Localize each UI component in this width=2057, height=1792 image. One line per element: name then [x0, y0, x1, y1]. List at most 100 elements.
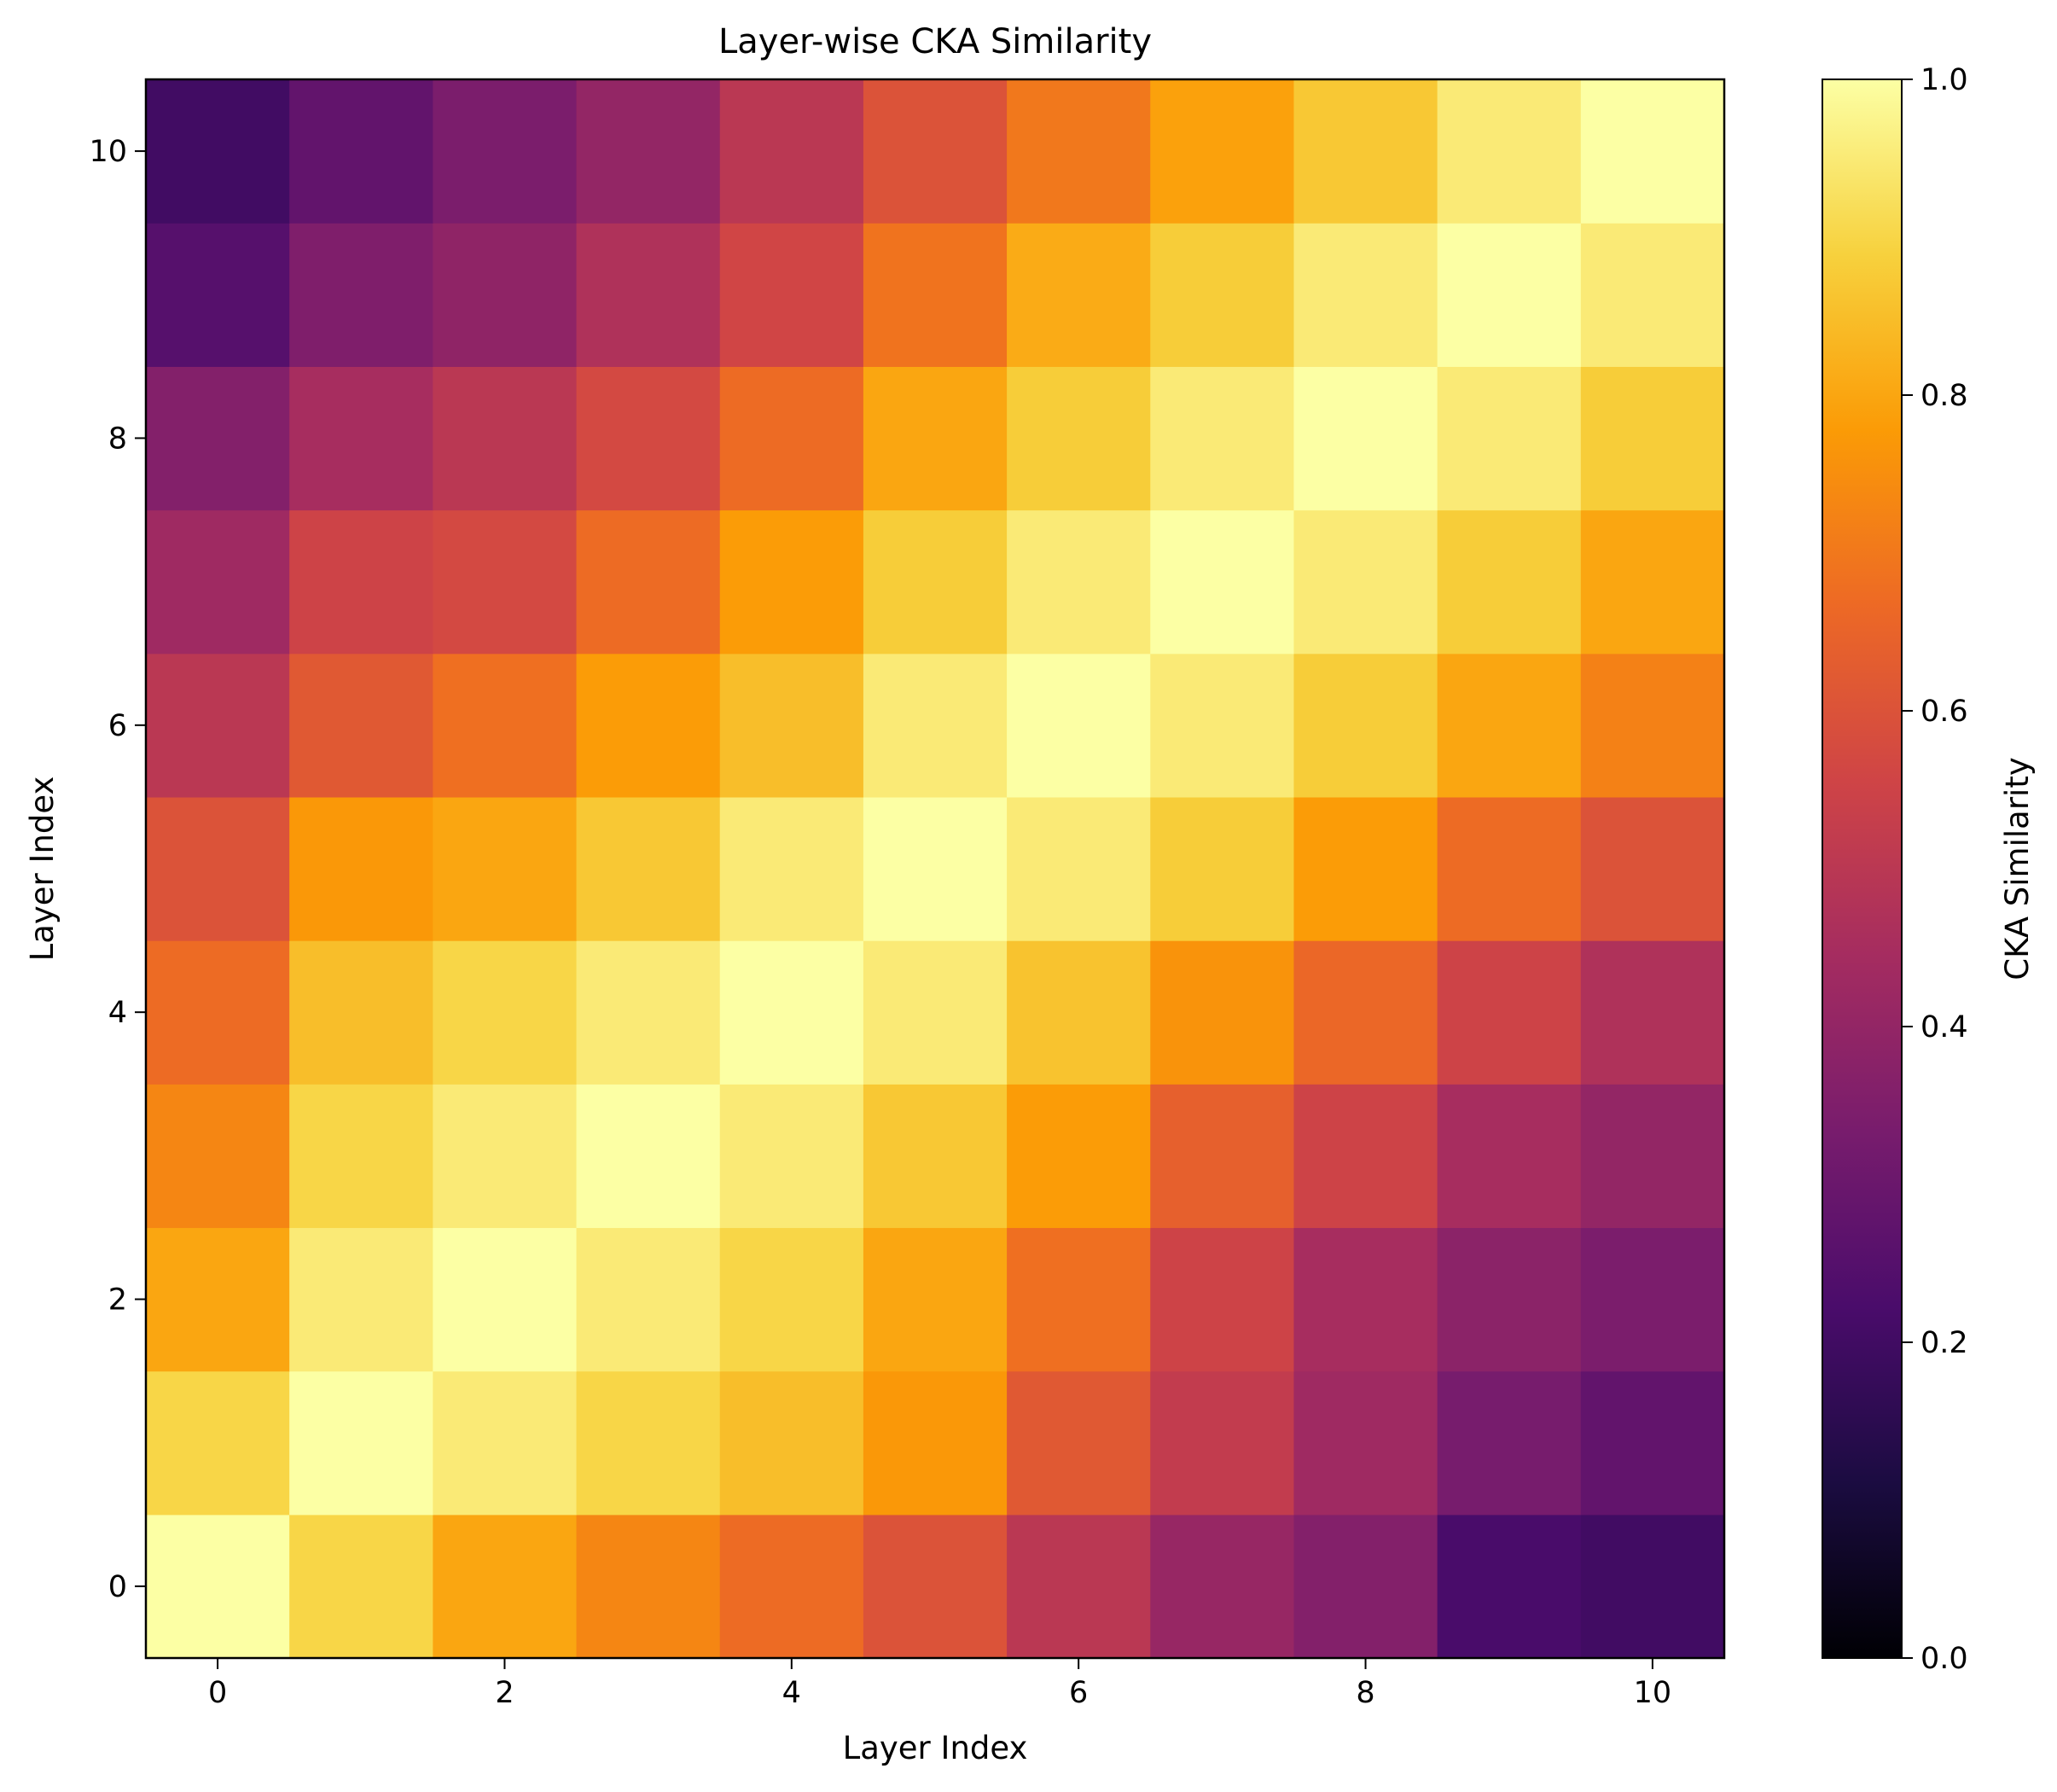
- heatmap-cell: [433, 940, 578, 1085]
- heatmap-cell: [863, 653, 1008, 798]
- heatmap-cell: [1293, 366, 1438, 511]
- heatmap-cell: [719, 1370, 864, 1516]
- heatmap-cell: [1150, 223, 1295, 367]
- y-axis-ticks: 0 2 4 6 8 10: [89, 135, 146, 1604]
- y-tick-label: 2: [108, 1283, 127, 1318]
- x-tick-label: 2: [495, 1676, 514, 1710]
- heatmap-cell: [863, 1514, 1008, 1659]
- heatmap-cell: [1007, 509, 1151, 655]
- heatmap-cell: [289, 796, 433, 941]
- heatmap-cell: [1437, 653, 1582, 798]
- heatmap-cell: [289, 1084, 433, 1229]
- heatmap-cell: [1437, 1370, 1582, 1516]
- heatmap-cell: [863, 940, 1008, 1085]
- heatmap-cell: [719, 366, 864, 511]
- heatmap-cell: [719, 1514, 864, 1659]
- heatmap-cell: [719, 223, 864, 367]
- heatmap-cell: [863, 1370, 1008, 1516]
- heatmap-cell: [146, 940, 290, 1085]
- heatmap-cell: [1293, 1084, 1438, 1229]
- heatmap-cell: [1150, 1514, 1295, 1659]
- heatmap-cell: [719, 509, 864, 655]
- heatmap-cell: [1150, 79, 1295, 224]
- x-tick-label: 6: [1069, 1676, 1088, 1710]
- heatmap-cell: [1580, 1514, 1725, 1659]
- heatmap-cell: [719, 1227, 864, 1372]
- heatmap-cell: [146, 1084, 290, 1229]
- heatmap-cell: [576, 1514, 721, 1659]
- heatmap-cell: [1150, 509, 1295, 655]
- y-axis-label: Layer Index: [24, 777, 61, 962]
- colorbar-tick-label: 0.8: [1920, 379, 1968, 413]
- heatmap-cell: [1437, 940, 1582, 1085]
- heatmap-cell: [863, 796, 1008, 941]
- y-tick-label: 0: [108, 1570, 127, 1604]
- y-tick-label: 10: [89, 135, 127, 169]
- heatmap-cell: [289, 1370, 433, 1516]
- heatmap-cell: [1007, 79, 1151, 224]
- heatmap-cell: [433, 653, 578, 798]
- heatmap-cell: [1293, 796, 1438, 941]
- heatmap-cell: [1580, 940, 1725, 1085]
- heatmap-cell: [576, 653, 721, 798]
- heatmap-cell: [576, 940, 721, 1085]
- heatmap-cell: [289, 653, 433, 798]
- heatmap-cell: [1437, 223, 1582, 367]
- colorbar-tick-label: 0.6: [1920, 695, 1968, 729]
- heatmap-cell: [576, 223, 721, 367]
- heatmap-cell: [863, 1227, 1008, 1372]
- heatmap-cells: [146, 79, 1725, 1659]
- heatmap-cell: [576, 79, 721, 224]
- heatmap-cell: [863, 366, 1008, 511]
- heatmap-cell: [719, 79, 864, 224]
- colorbar: [1822, 79, 1903, 1659]
- heatmap-cell: [433, 1227, 578, 1372]
- heatmap-cell: [1580, 1370, 1725, 1516]
- heatmap-cell: [576, 509, 721, 655]
- heatmap-cell: [1150, 940, 1295, 1085]
- heatmap-cell: [433, 223, 578, 367]
- heatmap-cell: [1007, 1370, 1151, 1516]
- heatmap-cell: [1580, 796, 1725, 941]
- heatmap-cell: [146, 366, 290, 511]
- heatmap-cell: [863, 223, 1008, 367]
- x-tick-label: 0: [208, 1676, 227, 1710]
- heatmap-cell: [433, 1370, 578, 1516]
- heatmap-cell: [1437, 509, 1582, 655]
- heatmap-cell: [1150, 1370, 1295, 1516]
- x-tick-label: 10: [1634, 1676, 1672, 1710]
- x-axis-ticks: 0 2 4 6 8 10: [208, 1658, 1671, 1710]
- heatmap-cell: [719, 796, 864, 941]
- heatmap-cell: [1437, 796, 1582, 941]
- chart-title: Layer-wise CKA Similarity: [718, 22, 1152, 61]
- x-axis-label: Layer Index: [843, 1730, 1028, 1766]
- heatmap-cell: [289, 509, 433, 655]
- plot-frame: [144, 78, 1726, 1660]
- heatmap-cell: [1437, 366, 1582, 511]
- heatmap-cell: [1007, 223, 1151, 367]
- colorbar-ticks: 0.0 0.2 0.4 0.6 0.8 1.0: [1902, 63, 1968, 1676]
- heatmap-cell: [433, 796, 578, 941]
- heatmap-cell: [433, 79, 578, 224]
- heatmap-cell: [576, 1370, 721, 1516]
- heatmap-cell: [1007, 1084, 1151, 1229]
- heatmap-cell: [719, 940, 864, 1085]
- heatmap-cell: [1293, 1370, 1438, 1516]
- heatmap-cell: [576, 366, 721, 511]
- colorbar-tick-label: 0.4: [1920, 1010, 1968, 1044]
- heatmap-cell: [1437, 79, 1582, 224]
- heatmap-cell: [1437, 1514, 1582, 1659]
- heatmap-cell: [289, 79, 433, 224]
- heatmap-cell: [576, 796, 721, 941]
- heatmap-cell: [1580, 79, 1725, 224]
- x-tick-label: 8: [1356, 1676, 1374, 1710]
- heatmap-cell: [433, 366, 578, 511]
- heatmap-cell: [1293, 223, 1438, 367]
- heatmap-cell: [146, 653, 290, 798]
- heatmap-cell: [1150, 796, 1295, 941]
- heatmap-cell: [1150, 1084, 1295, 1229]
- heatmap-cell: [1293, 653, 1438, 798]
- heatmap-cell: [1293, 940, 1438, 1085]
- heatmap-cell: [1580, 509, 1725, 655]
- heatmap-cell: [719, 1084, 864, 1229]
